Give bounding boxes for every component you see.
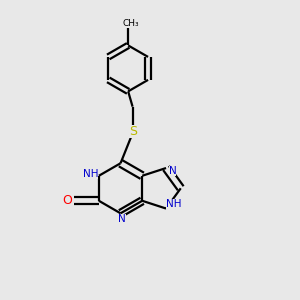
Text: NH: NH (166, 199, 181, 209)
Text: N: N (118, 214, 126, 224)
Text: N: N (169, 166, 176, 176)
Text: CH₃: CH₃ (123, 19, 140, 28)
Text: S: S (129, 125, 137, 138)
Text: O: O (62, 194, 72, 207)
Text: NH: NH (83, 169, 98, 179)
